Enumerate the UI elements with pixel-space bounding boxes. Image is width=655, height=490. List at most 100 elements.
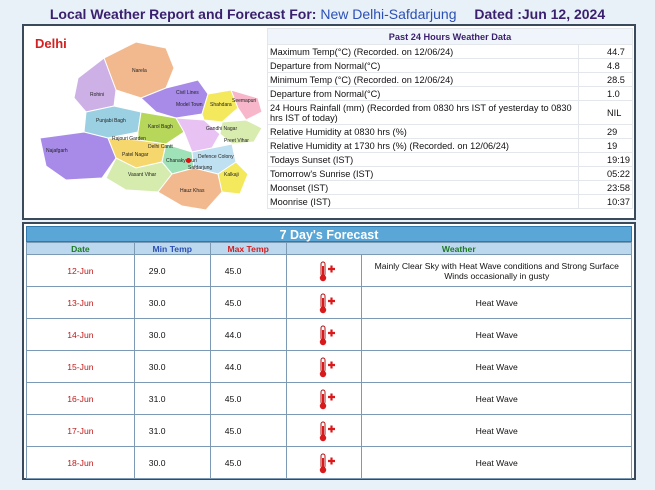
forecast-icon-cell — [285, 414, 363, 447]
forecast-date: 14-Jun — [26, 318, 135, 351]
thermometer-svg — [319, 357, 336, 377]
stat-label: Departure from Normal(°C) — [267, 58, 579, 73]
forecast-max-temp: 45.0 — [209, 414, 287, 447]
col-max-temp: Max Temp — [209, 242, 287, 255]
forecast-icon-cell — [285, 446, 363, 479]
stat-label: Maximum Temp(°C) (Recorded. on 12/06/24) — [267, 44, 579, 59]
map-label-civil-lines: Civil Lines — [176, 90, 199, 96]
map-label-chanakyapuri: Chanakyapuri — [166, 158, 197, 164]
safdarjung-station-marker[interactable] — [186, 158, 191, 163]
map-title: Delhi — [35, 36, 67, 51]
stat-value: 19:19 — [578, 152, 633, 167]
stat-label: Departure from Normal(°C) — [267, 86, 579, 101]
map-label-seemapuri: Seemapuri — [232, 98, 257, 104]
forecast-icon-cell — [285, 318, 363, 351]
forecast-max-temp: 44.0 — [209, 350, 287, 383]
forecast-icon-cell — [285, 382, 363, 415]
map-label-model-town: Model Town — [176, 102, 203, 108]
col-date: Date — [26, 242, 135, 255]
map-label-preet-vihar: Preet Vihar — [224, 138, 249, 144]
forecast-icon-cell — [285, 286, 363, 319]
thermometer-svg — [319, 389, 336, 409]
forecast-min-temp: 31.0 — [133, 382, 211, 415]
heat-wave-icon — [317, 356, 336, 378]
map-label-safdarjung: Safdarjung — [188, 165, 213, 171]
stat-label: Relative Humidity at 0830 hrs (%) — [267, 124, 579, 139]
heat-wave-icon — [317, 260, 336, 282]
forecast-date: 15-Jun — [26, 350, 135, 383]
map-label-hauz-khas: Hauz Khas — [180, 188, 205, 194]
forecast-row: 12-Jun 29.0 45.0 Mainly Clear Sky with Heat… — [26, 254, 632, 287]
thermometer-svg — [319, 421, 336, 441]
forecast-title: 7 Day's Forecast — [26, 226, 632, 242]
map-label-vasant-vihar: Vasant Vihar — [128, 172, 157, 178]
stat-value: 1.0 — [578, 86, 633, 101]
stat-value: 10:37 — [578, 194, 633, 209]
delhi-map-image — [39, 41, 263, 211]
forecast-max-temp: 45.0 — [209, 382, 287, 415]
stat-label: Todays Sunset (IST) — [267, 152, 579, 167]
forecast-min-temp: 30.0 — [133, 446, 211, 479]
forecast-row: 15-Jun 30.0 44.0 Heat Wave — [26, 350, 632, 383]
heat-wave-icon — [317, 452, 336, 474]
forecast-min-temp: 31.0 — [133, 414, 211, 447]
thermometer-svg — [319, 325, 336, 345]
stat-value: NIL — [578, 100, 633, 125]
heat-wave-icon — [317, 388, 336, 410]
seven-day-forecast-panel: 7 Day's Forecast Date Min Temp Max Temp … — [22, 222, 636, 480]
map-label-rajouri-garden: Rajouri Garden — [112, 136, 146, 142]
map-label-patel-nagar: Patel Nagar — [122, 152, 149, 158]
forecast-header-row: Date Min Temp Max Temp Weather — [26, 242, 633, 255]
stat-value: 29 — [578, 124, 633, 139]
past-24h-panel: Delhi Narela Rohini Civil Lines Model To… — [22, 24, 636, 220]
stat-value: 05:22 — [578, 166, 633, 181]
forecast-min-temp: 30.0 — [133, 286, 211, 319]
forecast-weather: Heat Wave — [361, 318, 632, 351]
map-label-narela: Narela — [132, 68, 147, 74]
past-24h-table: Past 24 Hours Weather Data Maximum Temp(… — [267, 28, 633, 209]
map-label-defence-colony: Defence Colony — [198, 154, 234, 160]
forecast-weather: Mainly Clear Sky with Heat Wave conditio… — [361, 254, 632, 287]
stat-label: Tomorrow's Sunrise (IST) — [267, 166, 579, 181]
forecast-weather: Heat Wave — [361, 414, 632, 447]
delhi-district-map[interactable]: Delhi Narela Rohini Civil Lines Model To… — [26, 28, 264, 216]
header-prefix: Local Weather Report and Forecast For: — [49, 6, 317, 22]
page-header: Local Weather Report and Forecast For: N… — [0, 6, 655, 22]
forecast-weather: Heat Wave — [361, 286, 632, 319]
thermometer-svg — [319, 261, 336, 281]
forecast-date: 13-Jun — [26, 286, 135, 319]
forecast-table: Date Min Temp Max Temp Weather 12-Jun 29.… — [26, 242, 633, 479]
map-label-gandhi-nagar: Gandhi Nagar — [206, 126, 238, 132]
heat-wave-icon — [317, 324, 336, 346]
stat-label: 24 Hours Rainfall (mm) (Recorded from 08… — [267, 100, 579, 125]
heat-wave-icon — [317, 292, 336, 314]
col-weather: Weather — [285, 242, 633, 255]
past-24h-heading: Past 24 Hours Weather Data — [267, 28, 633, 45]
forecast-row: 16-Jun 31.0 45.0 Heat Wave — [26, 382, 632, 415]
forecast-max-temp: 45.0 — [209, 254, 287, 287]
map-label-punjabi-bagh: Punjabi Bagh — [96, 118, 126, 124]
stat-label: Moonrise (IST) — [267, 194, 579, 209]
header-location[interactable]: New Delhi-Safdarjung — [320, 6, 457, 22]
forecast-icon-cell — [285, 350, 363, 383]
stat-value: 19 — [578, 138, 633, 153]
heat-wave-icon — [317, 420, 336, 442]
header-date: Dated :Jun 12, 2024 — [474, 6, 606, 22]
thermometer-svg — [319, 453, 336, 473]
forecast-date: 16-Jun — [26, 382, 135, 415]
forecast-weather: Heat Wave — [361, 446, 632, 479]
forecast-weather: Heat Wave — [361, 382, 632, 415]
map-label-shahdara: Shahdara — [210, 102, 232, 108]
forecast-date: 18-Jun — [26, 446, 135, 479]
map-label-rohini: Rohini — [90, 92, 105, 98]
forecast-row: 17-Jun 31.0 45.0 Heat Wave — [26, 414, 632, 447]
map-label-najafgarh: Najafgarh — [46, 148, 68, 154]
map-label-kalkaji: Kalkaji — [224, 172, 239, 178]
stat-label: Minimum Temp (°C) (Recorded. on 12/06/24… — [267, 72, 579, 87]
stat-value: 28.5 — [578, 72, 633, 87]
forecast-min-temp: 30.0 — [133, 318, 211, 351]
forecast-min-temp: 29.0 — [133, 254, 211, 287]
forecast-row: 13-Jun 30.0 45.0 Heat Wave — [26, 286, 632, 319]
forecast-date: 12-Jun — [26, 254, 135, 287]
